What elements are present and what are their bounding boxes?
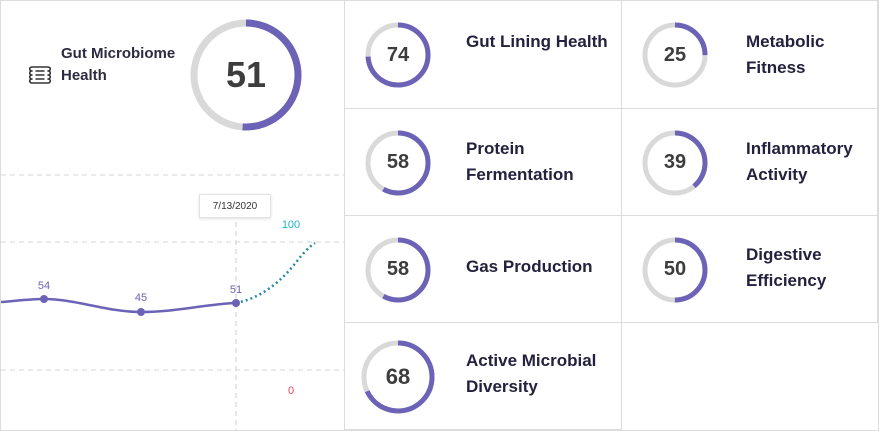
metric-label: Digestive Efficiency [746, 245, 827, 290]
metric-score: 58 [386, 151, 410, 173]
metric-score-ring [365, 22, 431, 88]
metric-score: 58 [386, 258, 410, 280]
metric-score-arc [365, 237, 431, 302]
metric-label: Protein Fermentation [466, 139, 574, 184]
metric-score-arc [642, 237, 708, 302]
metric-score-ring [361, 340, 435, 413]
metric-cell[interactable] [622, 109, 878, 216]
metric-score-arc [361, 340, 435, 413]
metric-score: 68 [385, 363, 411, 389]
metric-label: Gut Lining Health [466, 32, 608, 51]
trend-point[interactable] [232, 299, 240, 307]
trend-chart: 54 45 51 100 0 [1, 174, 345, 431]
trend-point-label: 45 [135, 292, 147, 304]
metric-score: 74 [386, 43, 410, 66]
metric-cell[interactable] [345, 323, 622, 430]
metric-cell[interactable] [345, 1, 622, 109]
metric-label: Active Microbial Diversity [466, 351, 597, 396]
trend-point[interactable] [40, 295, 48, 303]
metric-label: Gas Production [466, 257, 593, 276]
overall-panel: Gut Microbiome Health 51 54 45 51 100 0 … [1, 1, 345, 431]
overall-score-ring [190, 19, 302, 131]
metric-score-arc [642, 130, 708, 195]
metric-score-ring [642, 22, 708, 88]
metric-score-arc [365, 130, 431, 195]
overall-title: Gut Microbiome Health [61, 45, 176, 84]
metric-score-ring [642, 130, 708, 195]
overall-score-arc [190, 19, 302, 131]
metric-score-ring [642, 237, 708, 302]
metric-cell[interactable] [622, 1, 878, 109]
metric-score-ring [365, 237, 431, 302]
metric-cell[interactable] [345, 216, 622, 323]
metric-label: Metabolic Fitness [746, 32, 825, 77]
intestine-icon [28, 66, 52, 84]
metric-label: Inflammatory Activity [746, 139, 853, 184]
overall-score: 51 [225, 54, 267, 95]
date-tooltip: 7/13/2020 [199, 194, 271, 218]
metric-score: 50 [663, 258, 687, 280]
metric-score-ring [365, 130, 431, 195]
trend-point[interactable] [137, 308, 145, 316]
metric-score: 25 [663, 43, 687, 66]
metric-score-arc [365, 22, 431, 88]
projection-line [235, 241, 316, 305]
axis-top-label: 100 [282, 219, 300, 231]
axis-bottom-label: 0 [288, 385, 294, 397]
trend-point-label: 54 [38, 280, 50, 292]
metric-cell[interactable] [622, 216, 878, 323]
metric-score: 39 [663, 151, 687, 173]
trend-line [1, 297, 237, 314]
metric-score-arc [642, 22, 708, 88]
trend-point-label: 51 [230, 284, 242, 296]
metric-cell[interactable] [345, 109, 622, 216]
